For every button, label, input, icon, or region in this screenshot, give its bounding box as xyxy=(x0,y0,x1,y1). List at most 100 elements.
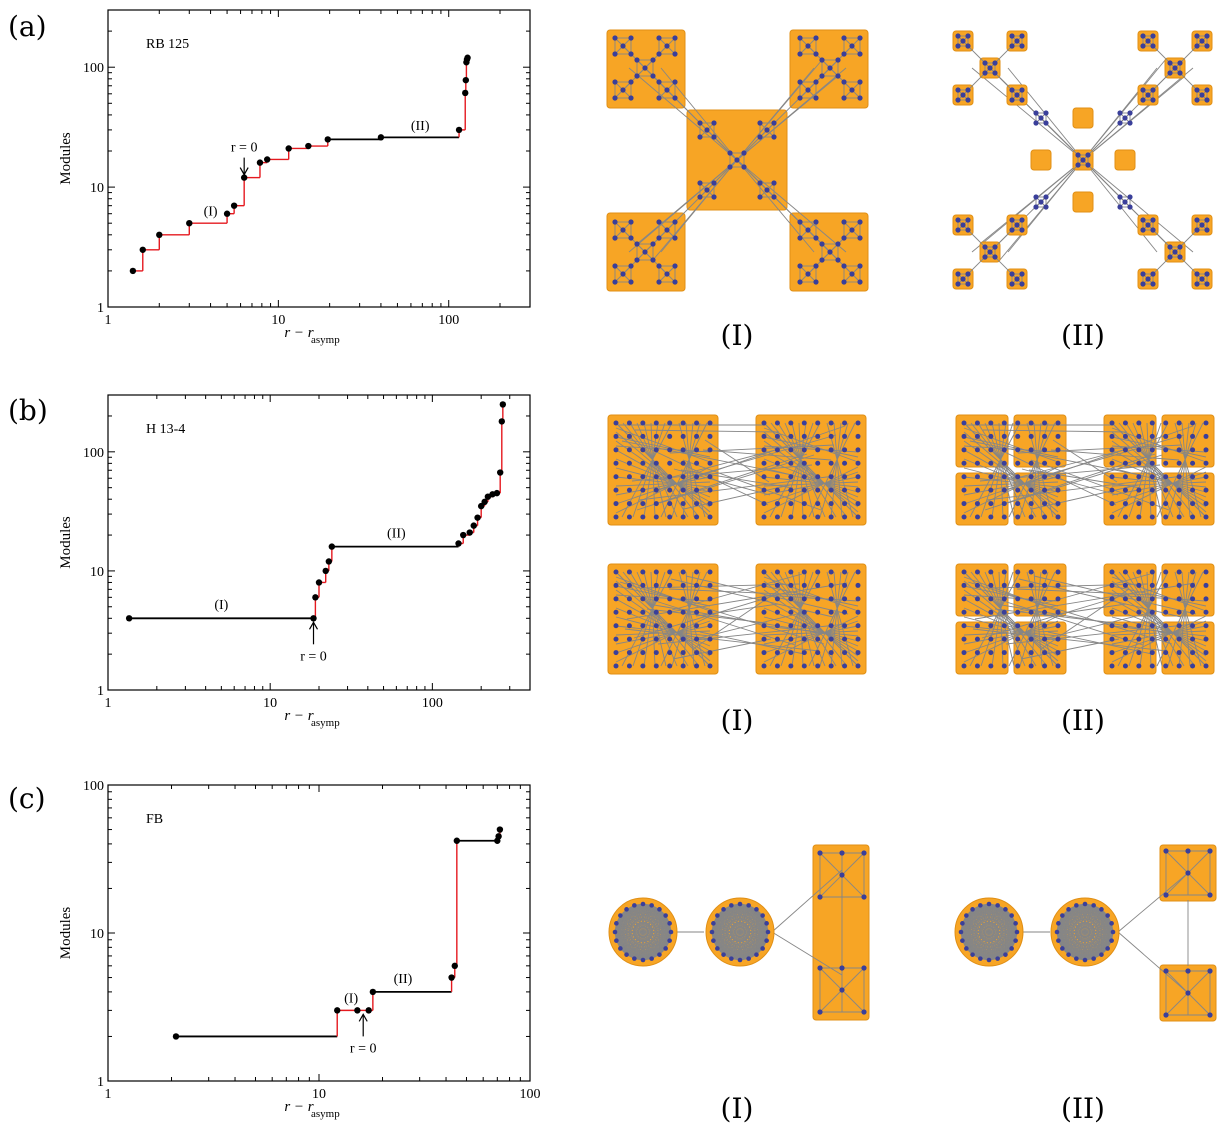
edge xyxy=(1058,904,1094,924)
node xyxy=(982,70,988,76)
edge xyxy=(963,576,1059,612)
node xyxy=(1028,582,1034,588)
edge xyxy=(672,638,772,660)
edge xyxy=(660,447,784,481)
edge xyxy=(616,903,644,941)
node xyxy=(1082,901,1088,907)
x-axis-label-subscript: asymp xyxy=(311,717,340,729)
node xyxy=(828,420,834,426)
panel-label: (a) xyxy=(8,10,47,43)
node xyxy=(839,872,845,878)
data-point xyxy=(325,558,333,565)
x-tick-label: 1 xyxy=(105,1087,112,1102)
edge xyxy=(1111,585,1207,607)
data-point xyxy=(264,156,271,163)
node xyxy=(664,271,670,277)
node xyxy=(1099,952,1104,957)
node xyxy=(1150,281,1156,287)
network-caption: (II) xyxy=(1061,1092,1105,1125)
data-point xyxy=(464,54,471,61)
node xyxy=(612,79,618,85)
node xyxy=(855,636,861,642)
node xyxy=(620,227,626,233)
node xyxy=(1015,582,1021,588)
node xyxy=(667,420,673,426)
node xyxy=(1117,110,1123,116)
node xyxy=(1203,487,1209,493)
node xyxy=(974,487,980,493)
node xyxy=(667,501,673,507)
node xyxy=(1177,60,1183,66)
node xyxy=(1207,892,1213,898)
regime-label: (I) xyxy=(344,991,358,1006)
node xyxy=(788,460,794,466)
node xyxy=(1109,460,1115,466)
node xyxy=(1194,43,1200,49)
node xyxy=(961,663,967,669)
node xyxy=(1109,921,1114,926)
edge xyxy=(960,905,998,933)
node xyxy=(667,514,673,520)
node xyxy=(1167,244,1173,250)
y-tick-label: 1 xyxy=(97,1075,104,1090)
node xyxy=(704,127,710,133)
node xyxy=(694,663,700,669)
node xyxy=(960,222,966,228)
data-point xyxy=(460,531,467,539)
node xyxy=(626,487,632,493)
node xyxy=(955,97,961,103)
node xyxy=(667,474,673,480)
node xyxy=(988,596,994,602)
network-caption: (II) xyxy=(1061,319,1105,352)
node xyxy=(612,279,618,285)
chart-title: FB xyxy=(146,812,163,827)
node xyxy=(626,420,632,426)
edge xyxy=(993,446,1117,506)
node xyxy=(1150,87,1156,93)
edge xyxy=(966,908,1006,916)
node xyxy=(1199,92,1205,98)
node xyxy=(961,636,967,642)
node xyxy=(1001,501,1007,507)
node xyxy=(1028,501,1034,507)
node xyxy=(841,35,847,41)
node xyxy=(1056,938,1061,943)
edge xyxy=(1033,422,1043,518)
node xyxy=(715,913,720,918)
node xyxy=(857,279,863,285)
edge xyxy=(963,625,1059,637)
node xyxy=(961,460,967,466)
edge xyxy=(1146,571,1152,667)
node xyxy=(955,281,961,287)
node xyxy=(1190,420,1196,426)
data-point xyxy=(186,219,193,227)
node xyxy=(857,79,863,85)
edge xyxy=(685,422,695,518)
edge xyxy=(1111,427,1207,463)
edge xyxy=(615,436,711,458)
node xyxy=(1001,623,1007,629)
node xyxy=(978,903,983,908)
node xyxy=(1085,152,1091,158)
node xyxy=(694,514,700,520)
node xyxy=(1117,204,1123,210)
node xyxy=(1055,582,1061,588)
edge xyxy=(967,581,1173,645)
node xyxy=(1163,848,1169,854)
node xyxy=(958,929,964,935)
node xyxy=(965,227,971,233)
edge xyxy=(1082,58,1167,161)
node xyxy=(761,596,767,602)
edge xyxy=(763,615,859,663)
node xyxy=(694,582,700,588)
node xyxy=(788,433,794,439)
node xyxy=(707,582,713,588)
node xyxy=(761,487,767,493)
node xyxy=(640,663,646,669)
chart-title: H 13-4 xyxy=(146,422,185,437)
node xyxy=(828,447,834,453)
node xyxy=(628,279,634,285)
node xyxy=(667,921,672,926)
node xyxy=(988,460,994,466)
